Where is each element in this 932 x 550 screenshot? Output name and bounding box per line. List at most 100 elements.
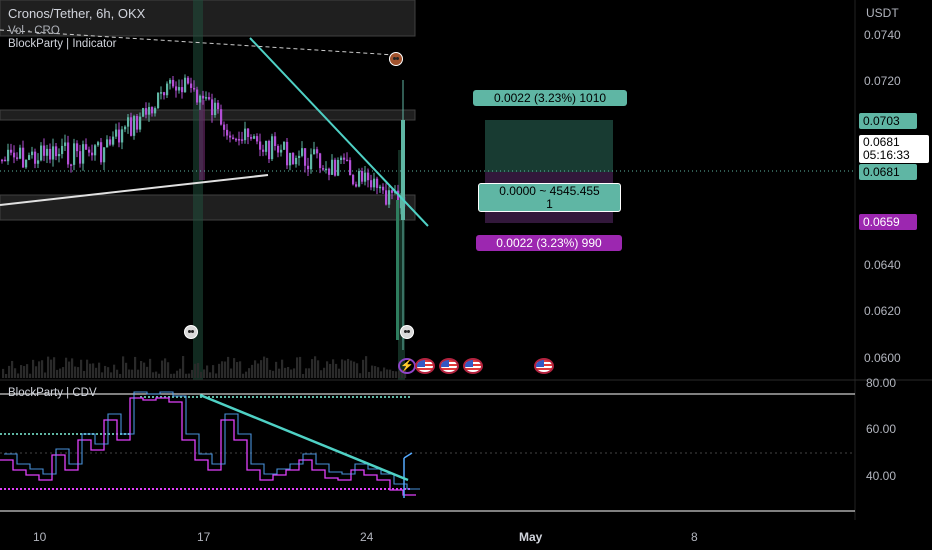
volume-bar [359,373,362,378]
bull-face-icon[interactable] [184,325,198,339]
profit-label[interactable]: 0.0022 (3.23%) 1010 [473,90,627,106]
volume-bar [209,372,212,378]
volume-bar [101,372,104,378]
volume-bar [272,370,275,378]
volume-bar [152,372,155,378]
target-price-tag: 0.0703 [859,113,917,129]
indicator-legend: BlockParty | Indicator [8,38,117,50]
price-tick: 0.0720 [864,74,901,88]
candle-body [70,164,73,166]
volume-bar [161,360,164,378]
candle-body [52,146,55,160]
bull-face-icon[interactable] [400,325,414,339]
position-quantity: 0.0000 ~ 4545.455 [499,184,600,198]
candle-body [391,190,394,193]
candle-body [214,102,217,116]
trendline [0,174,269,206]
trendline [249,37,429,227]
stop-price-tag: 0.0659 [859,214,917,230]
currency-label: USDT [866,6,899,20]
volume-bar [260,360,263,378]
candle-body [166,83,169,96]
volume-bar [149,358,152,378]
candle-body [286,141,289,166]
candle-body [46,148,49,156]
volume-bar [389,369,392,378]
bear-face-icon[interactable] [389,52,403,66]
candle-body [136,116,139,130]
candle-body [388,190,391,205]
candle-body [31,151,34,156]
price-tick: 0.0600 [864,351,901,365]
candle-body [307,165,310,170]
candle-body [268,140,271,160]
candle-body [358,171,361,187]
candle-body [196,89,199,103]
volume-bar [242,373,245,378]
candle-body [301,148,304,156]
volume-bar [317,360,320,378]
candle-body [220,109,223,125]
candle-body [241,139,244,141]
candle-body [295,157,298,165]
volume-bar [29,373,32,378]
volume-bar [206,365,209,378]
volume-bar [95,367,98,378]
candle-body [154,108,157,114]
candle-body [401,120,405,220]
volume-bar [146,366,149,378]
volume-bar [302,373,305,378]
volume-bar [107,367,110,378]
volume-bar [305,368,308,378]
us-flag-icon[interactable] [463,358,483,374]
volume-bar [191,369,194,378]
volume-bar [299,356,302,378]
candle-body [379,186,382,189]
candle-body [145,108,148,115]
volume-bar [113,364,116,378]
candle-body [217,102,220,110]
candle-body [130,117,133,136]
volume-bar [383,367,386,378]
volume-bar [119,373,122,378]
volume-bar [365,356,368,378]
volume-bar [356,363,359,378]
candle-body [76,143,79,152]
us-flag-icon[interactable] [534,358,554,374]
candle-body [142,108,145,117]
volume-bar [2,368,5,378]
candle-body [355,184,358,187]
candle-body [280,149,283,153]
candle-body [139,116,142,130]
volume-bar [158,373,161,378]
candle-body [61,145,64,155]
position-center-label[interactable]: 0.0000 ~ 4545.455 1 [478,183,621,212]
candle-body [361,171,364,182]
candle-body [181,87,184,93]
time-tick: 10 [33,530,47,544]
volume-bar [197,363,200,378]
candle-body [265,140,268,152]
candle-body [244,128,247,141]
current-price: 0.0681 [863,135,900,149]
candle-body [193,87,196,90]
candle-body [364,172,367,182]
bar-countdown: 05:16:33 [863,148,910,162]
candle-body [262,149,265,152]
candle-body [313,149,316,155]
volume-bar [221,361,224,378]
volume-bar [131,369,134,378]
us-flag-icon[interactable] [415,358,435,374]
us-flag-icon[interactable] [439,358,459,374]
profit-zone [485,120,613,172]
volume-bar [224,361,227,378]
volume-bar [248,368,251,378]
candle-body [127,117,130,127]
volume-bar [320,370,323,378]
loss-label[interactable]: 0.0022 (3.23%) 990 [476,235,622,251]
bolt-icon[interactable]: ⚡ [398,358,416,374]
candle-body [187,77,190,84]
position-ratio: 1 [546,197,553,211]
volume-bar [233,358,236,378]
